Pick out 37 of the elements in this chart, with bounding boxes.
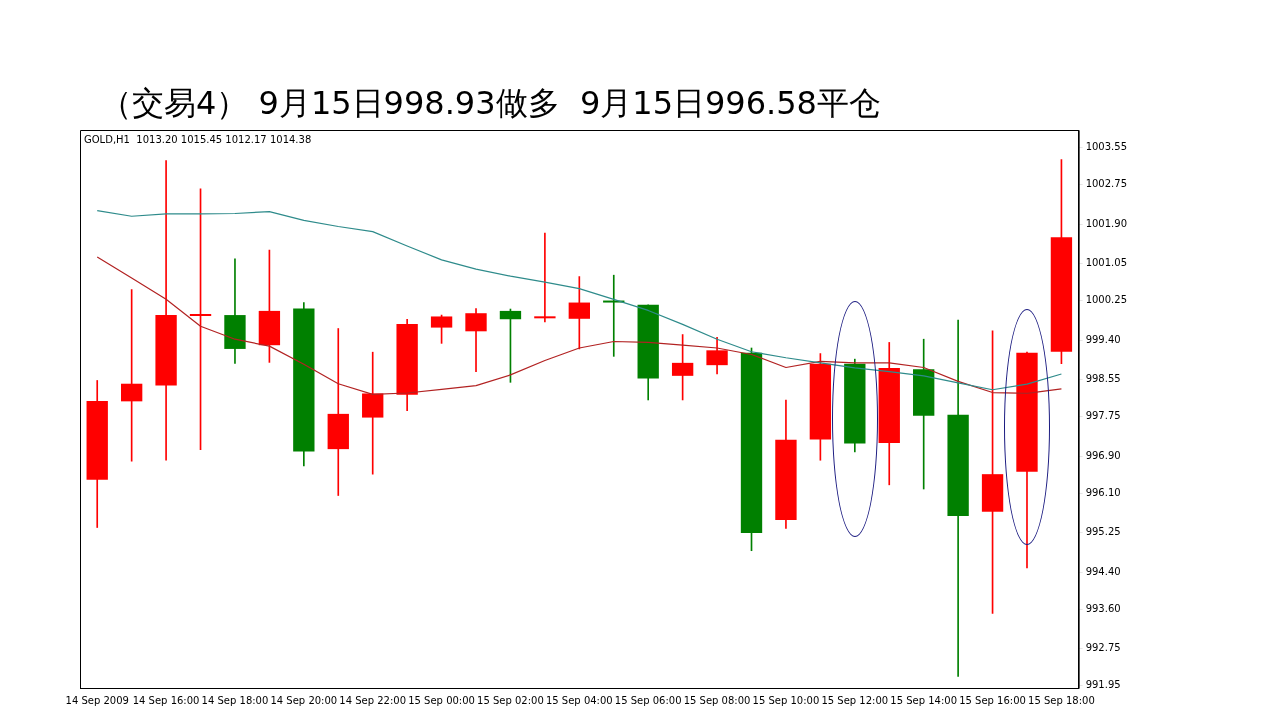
candlestick — [568, 276, 590, 350]
y-tick-label: 996.90 — [1085, 449, 1121, 461]
y-tick-label: 1001.90 — [1085, 217, 1128, 229]
x-tick-label: 15 Sep 16:00 — [959, 694, 1026, 706]
candlestick — [327, 328, 349, 496]
candlestick — [155, 160, 177, 461]
x-tick-label: 14 Sep 2009 — [65, 694, 129, 706]
x-tick-label: 15 Sep 18:00 — [1028, 694, 1095, 706]
y-tick-label: 995.25 — [1085, 526, 1121, 538]
x-tick-label: 14 Sep 18:00 — [201, 694, 269, 706]
y-tick-label: 991.95 — [1085, 679, 1121, 691]
y-tick-label: 994.40 — [1085, 565, 1121, 577]
y-tick-label: 1000.25 — [1085, 294, 1128, 306]
candlestick — [362, 351, 384, 475]
y-tick-label: 996.10 — [1085, 486, 1121, 498]
x-tick-label: 15 Sep 10:00 — [752, 694, 820, 706]
x-tick-label: 15 Sep 14:00 — [890, 694, 958, 706]
y-tick-label: 997.75 — [1085, 410, 1121, 422]
x-tick-label: 14 Sep 20:00 — [270, 694, 338, 706]
chart-title: （交易4） 9月15日998.93做多 9月15日996.58平仓 — [100, 83, 881, 124]
x-tick-label: 14 Sep 16:00 — [132, 694, 200, 706]
candlestick — [534, 232, 556, 323]
x-tick-label: 15 Sep 06:00 — [614, 694, 682, 706]
x-tick-label: 15 Sep 08:00 — [683, 694, 751, 706]
y-tick-label: 998.55 — [1085, 373, 1121, 385]
y-tick-label: 999.40 — [1085, 333, 1121, 345]
y-tick-label: 1001.05 — [1085, 257, 1128, 269]
x-tick-label: 15 Sep 04:00 — [545, 694, 613, 706]
y-tick-label: 992.75 — [1085, 642, 1121, 654]
x-tick-label: 14 Sep 22:00 — [339, 694, 407, 706]
x-tick-label: 15 Sep 12:00 — [821, 694, 889, 706]
x-tick-label: 15 Sep 00:00 — [408, 694, 475, 706]
y-tick-label: 1002.75 — [1085, 178, 1128, 190]
x-tick-label: 15 Sep 02:00 — [477, 694, 544, 706]
annotation: GOLD,H1 1013.20 1015.45 1012.17 1014.38 — [84, 133, 312, 145]
y-tick-label: 1003.55 — [1085, 141, 1128, 153]
y-tick-label: 993.60 — [1085, 602, 1121, 614]
